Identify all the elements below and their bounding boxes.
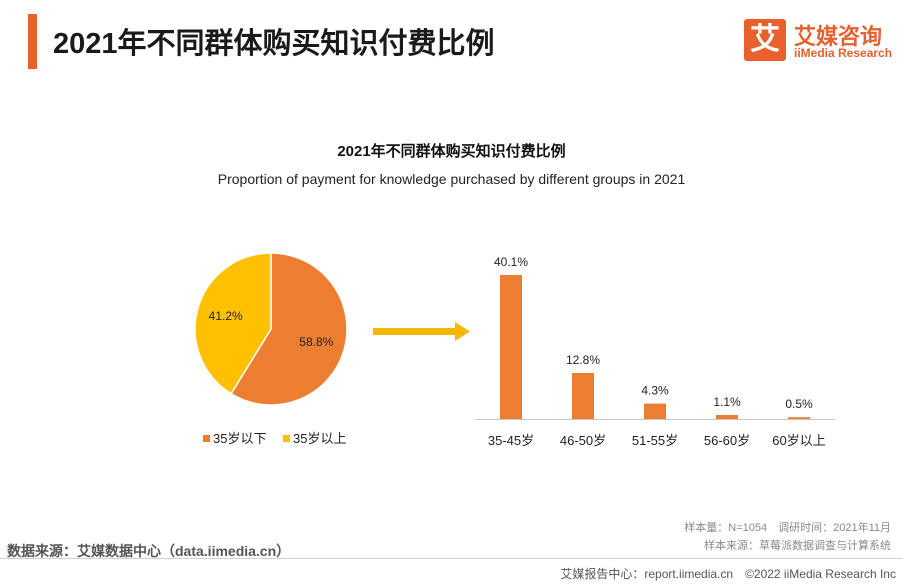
pie-slice-label-1: 41.2% xyxy=(209,309,243,323)
bar-category-label-4: 60岁以上 xyxy=(772,433,825,448)
legend-label-0: 35岁以下 xyxy=(213,431,266,446)
bar-value-label-2: 4.3% xyxy=(641,384,669,398)
bar-value-label-0: 40.1% xyxy=(494,255,528,269)
pie-legend: 35岁以下 35岁以上 xyxy=(203,431,346,446)
arrow-head xyxy=(455,322,470,341)
legend-label-1: 35岁以上 xyxy=(293,431,346,446)
chart-title: 2021年不同群体购买知识付费比例 xyxy=(337,143,566,160)
sample-source: 样本来源：草莓派数据调查与计算系统 xyxy=(704,540,891,552)
right-arrow-icon xyxy=(373,322,470,341)
bar-category-label-2: 51-55岁 xyxy=(632,433,678,448)
pie-slice-0 xyxy=(230,252,348,406)
bar-chart: 40.1% 35-45岁 12.8% 46-50岁 4.3% 51-55岁 1.1% 56-6… xyxy=(475,255,835,448)
title-accent-bar xyxy=(28,14,37,69)
bar-value-label-1: 12.8% xyxy=(566,353,600,367)
logo-text-en: iiMedia Research xyxy=(794,46,893,60)
bar-category-label-3: 56-60岁 xyxy=(704,433,750,448)
bar-category-label-1: 46-50岁 xyxy=(560,433,606,448)
bar-1 xyxy=(572,373,594,419)
bar-2 xyxy=(644,403,666,419)
brand-logo: 艾 艾媒咨询 iiMedia Research xyxy=(744,17,894,63)
bar-category-label-0: 35-45岁 xyxy=(488,433,534,448)
bar-3 xyxy=(716,415,738,419)
page-title: 2021年不同群体购买知识付费比例 xyxy=(53,28,495,60)
pie-slice-1 xyxy=(194,252,272,395)
bar-4 xyxy=(788,417,810,419)
pie-slice-label-0: 58.8% xyxy=(299,335,333,349)
bar-0 xyxy=(500,275,522,419)
legend-swatch-0 xyxy=(203,435,210,442)
logo-text-cn: 艾媒咨询 xyxy=(794,24,883,49)
footer-divider xyxy=(0,558,903,559)
report-center-credit: 艾媒报告中心：report.iimedia.cn ©2022 iiMedia R… xyxy=(560,567,896,581)
legend-swatch-1 xyxy=(283,435,290,442)
arrow-shaft xyxy=(373,328,457,335)
sample-info: 样本量：N=1054 调研时间：2021年11月 xyxy=(684,522,891,534)
data-source: 数据来源：艾媒数据中心（data.iimedia.cn） xyxy=(7,543,291,559)
pie-chart: 58.8% 41.2% xyxy=(194,252,348,406)
bar-value-label-4: 0.5% xyxy=(785,397,813,411)
logo-mark-icon: 艾 xyxy=(744,19,786,61)
logo-mark-char: 艾 xyxy=(750,23,780,56)
chart-subtitle: Proportion of payment for knowledge purc… xyxy=(217,171,686,187)
bar-value-label-3: 1.1% xyxy=(713,395,741,409)
